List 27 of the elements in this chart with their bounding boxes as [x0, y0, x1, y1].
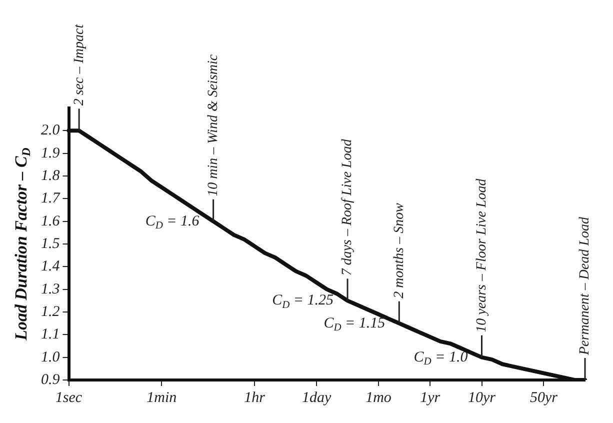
y-tick-label: 1.8: [41, 168, 60, 184]
annotation: 10 min – Wind & Seismic: [206, 54, 221, 196]
y-tick-label: 0.9: [41, 372, 60, 388]
y-tick-label: 1.4: [41, 258, 60, 275]
y-tick-label: 1.5: [41, 236, 60, 252]
y-tick-label: 1.2: [41, 304, 60, 320]
x-tick-label: 1day: [302, 390, 332, 406]
x-tick-label: 50yr: [530, 390, 558, 406]
x-tick-label: 10yr: [468, 390, 496, 406]
annotation: Permanent – Dead Load: [578, 216, 593, 356]
annotation: 7 days – Roof Live Load: [340, 138, 356, 276]
x-tick-label: 1sec: [55, 390, 82, 406]
y-tick-label: 1.1: [41, 326, 60, 343]
x-tick-label: 1yr: [420, 390, 440, 406]
annotation: 2 months – Snow: [392, 202, 407, 298]
y-tick-label: 1.9: [41, 145, 60, 162]
y-axis-title: Load Duration Factor – CD: [11, 147, 34, 342]
y-tick-label: 1.6: [41, 213, 60, 230]
y-tick-label: 2.0: [41, 122, 60, 139]
x-tick-label: 1hr: [244, 390, 266, 406]
y-tick-label: 1.7: [41, 190, 62, 207]
y-tick-label: 1.3: [41, 281, 60, 298]
annotation: 10 years – Floor Live Load: [474, 178, 490, 332]
annotation: 2 sec – Impact: [72, 23, 87, 106]
x-tick-label: 1min: [146, 390, 177, 406]
x-tick-label: 1mo: [366, 390, 392, 406]
y-tick-label: 1.0: [41, 349, 60, 366]
